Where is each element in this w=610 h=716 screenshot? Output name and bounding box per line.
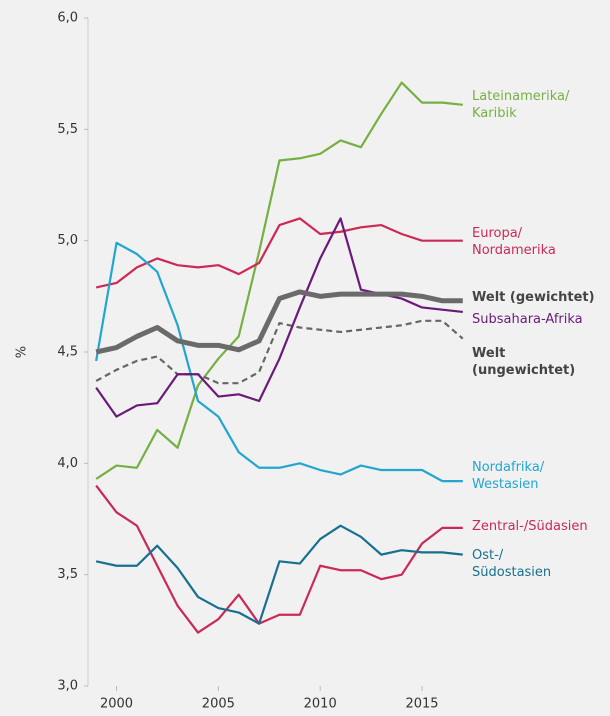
series-label: Europa/ Nordamerika bbox=[472, 226, 556, 258]
series-label: Welt (gewichtet) bbox=[472, 290, 595, 305]
series-label: Subsahara-Afrika bbox=[472, 312, 583, 327]
series-label: Ost-/ Südostasien bbox=[472, 548, 552, 580]
y-axis-label: % bbox=[15, 346, 30, 358]
series-line bbox=[95, 81, 463, 480]
y-tick-label: 5,0 bbox=[57, 233, 78, 248]
series-line bbox=[95, 484, 463, 634]
y-tick-label: 3,0 bbox=[57, 679, 78, 694]
series-line bbox=[95, 524, 463, 625]
x-tick-label: 2005 bbox=[202, 697, 235, 712]
y-tick-label: 5,5 bbox=[57, 122, 78, 137]
x-tick-label: 2000 bbox=[100, 697, 133, 712]
series-label: Lateinamerika/ Karibik bbox=[472, 89, 570, 121]
series-line bbox=[95, 217, 463, 289]
series-label: Welt (ungewichtet) bbox=[472, 346, 576, 378]
series-line bbox=[95, 319, 464, 385]
series-line bbox=[95, 241, 463, 483]
series-line bbox=[95, 217, 463, 418]
y-tick-label: 4,0 bbox=[57, 456, 78, 471]
x-tick-label: 2010 bbox=[304, 697, 337, 712]
y-tick-label: 4,5 bbox=[57, 345, 78, 360]
y-tick-label: 6,0 bbox=[57, 11, 78, 26]
series-line bbox=[95, 289, 463, 355]
series-label: Zentral-/Südasien bbox=[472, 519, 588, 534]
x-tick-label: 2015 bbox=[405, 697, 438, 712]
series-label: Nordafrika/ Westasien bbox=[472, 460, 545, 492]
y-tick-label: 3,5 bbox=[57, 567, 78, 582]
